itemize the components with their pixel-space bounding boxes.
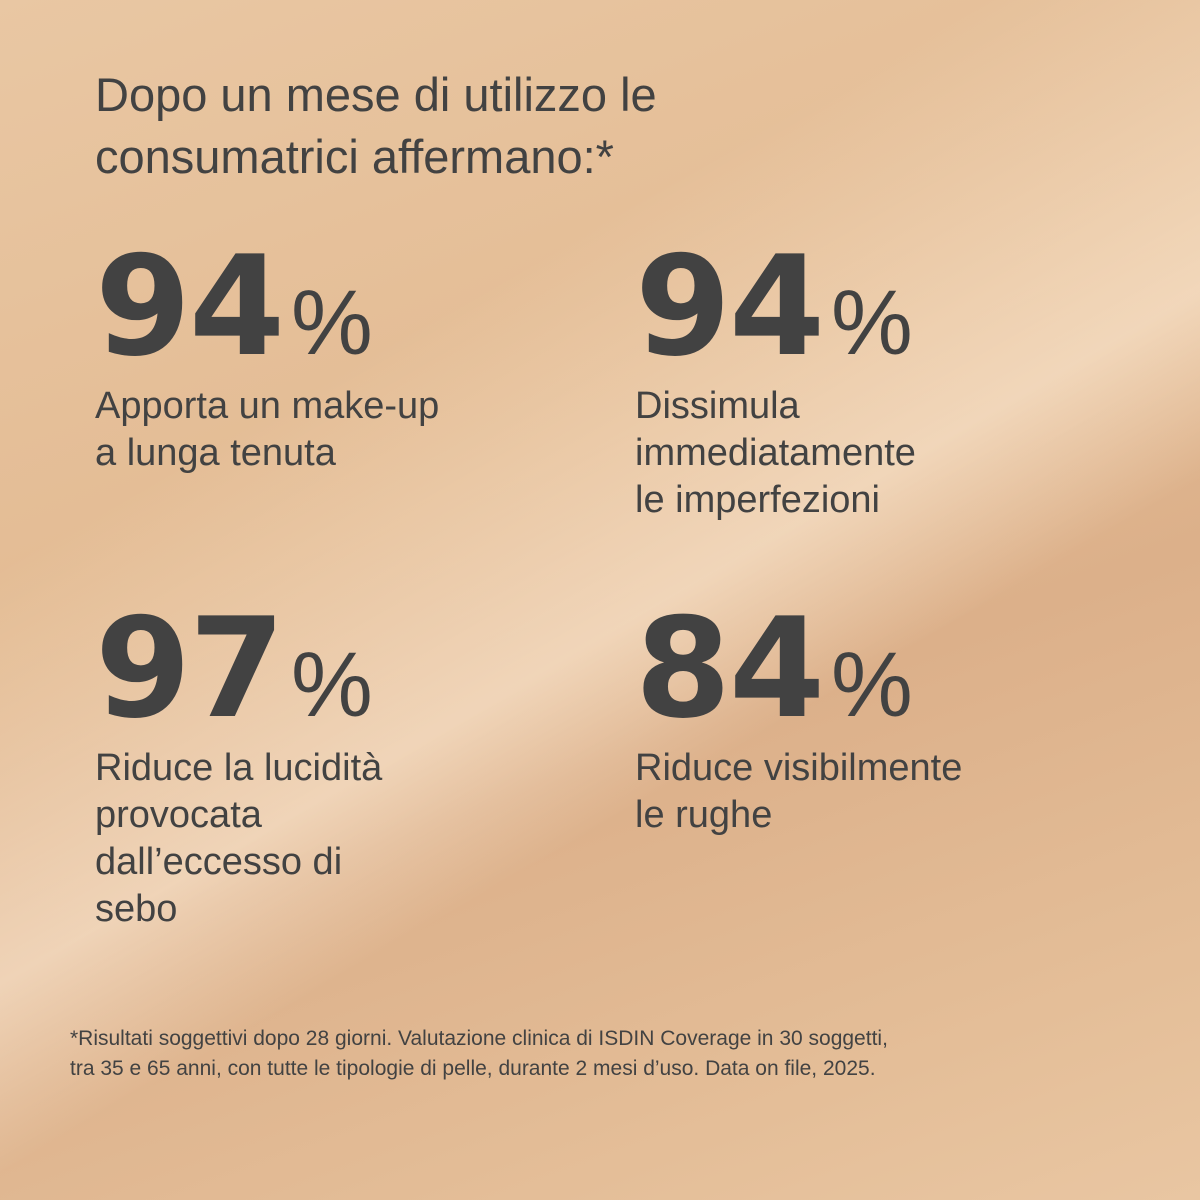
description-line: le imperfezioni xyxy=(635,479,880,521)
description-line: Riduce la lucidità xyxy=(95,747,383,789)
stat-description: Dissimula immediatamente le imperfezioni xyxy=(635,383,916,524)
stat-number: 84 xyxy=(635,588,825,749)
title-line: Dopo un mese di utilizzo le xyxy=(95,68,657,121)
stat-description: Apporta un make-up a lunga tenuta xyxy=(95,383,439,477)
footnote: *Risultati soggettivi dopo 28 giorni. Va… xyxy=(70,1024,888,1084)
description-line: immediatamente xyxy=(635,432,916,474)
footnote-line: *Risultati soggettivi dopo 28 giorni. Va… xyxy=(70,1027,888,1050)
description-line: a lunga tenuta xyxy=(95,432,336,474)
description-line: Riduce visibilmente xyxy=(635,747,963,789)
stat-number: 94 xyxy=(95,226,285,387)
stat-unit: % xyxy=(291,272,373,374)
description-line: dall’eccesso di xyxy=(95,841,343,883)
stat-unit: % xyxy=(831,272,913,374)
description-line: sebo xyxy=(95,888,178,930)
description-line: le rughe xyxy=(635,794,773,836)
stat-value: 94% xyxy=(95,238,373,376)
stat-value: 84% xyxy=(635,600,913,738)
stat-value: 94% xyxy=(635,238,913,376)
description-line: Dissimula xyxy=(635,385,800,427)
description-line: provocata xyxy=(95,794,262,836)
stat-description: Riduce visibilmente le rughe xyxy=(635,745,962,839)
stat-value: 97% xyxy=(95,600,373,738)
stat-number: 97 xyxy=(95,588,285,749)
stat-description: Riduce la lucidità provocata dall’eccesso … xyxy=(95,745,382,933)
title: Dopo un mese di utilizzo le consumatrici … xyxy=(95,64,657,188)
footnote-line: tra 35 e 65 anni, con tutte le tipologie… xyxy=(70,1057,876,1080)
stat-unit: % xyxy=(291,634,373,736)
stat-number: 94 xyxy=(635,226,825,387)
title-line: consumatrici affermano:* xyxy=(95,130,614,183)
stat-unit: % xyxy=(831,634,913,736)
description-line: Apporta un make-up xyxy=(95,385,440,427)
